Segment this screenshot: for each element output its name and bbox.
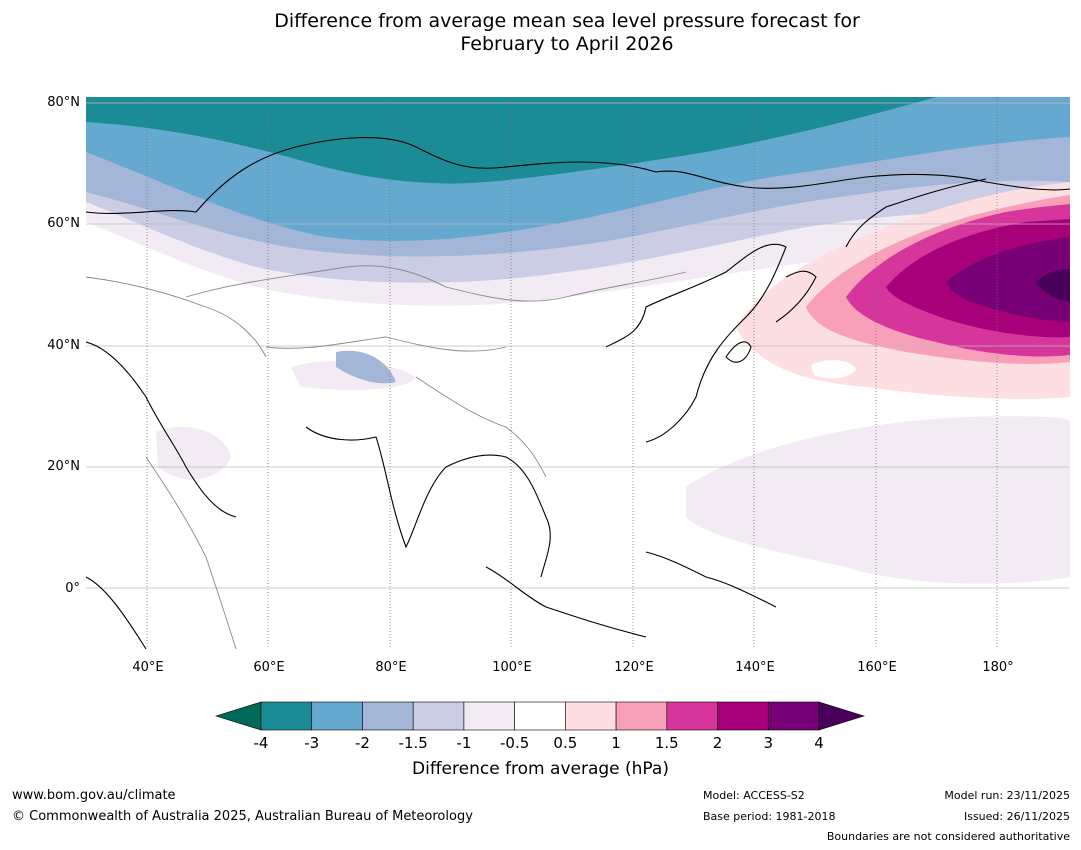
colorbar-over-triangle: [818, 701, 866, 731]
anomaly-patch-pacific: [686, 416, 1070, 584]
anomaly-band-neg-teal: [86, 97, 936, 184]
colorbar-tick-label: 1.5: [654, 734, 679, 752]
colorbar-segment: [615, 701, 668, 731]
lon-label-120e: 120°E: [614, 660, 654, 675]
colorbar-under-triangle: [214, 701, 262, 731]
lon-label-180: 180°: [982, 660, 1014, 675]
anomaly-patch-tibet: [336, 350, 396, 384]
colorbar-tick-label: -0.5: [499, 734, 530, 752]
base-period-text: Base period: 1981-2018: [703, 810, 836, 823]
lat-label-0: 0°: [65, 581, 80, 596]
lon-label-60e: 60°E: [253, 660, 285, 675]
lon-label-140e: 140°E: [735, 660, 775, 675]
colorbar-tick-label: -3: [304, 734, 320, 752]
colorbar-segment: [565, 701, 617, 731]
title-line-1: Difference from average mean sea level p…: [274, 10, 860, 32]
title-line-2: February to April 2026: [460, 33, 674, 55]
colorbar-tick-label: 0.5: [553, 734, 578, 752]
anomaly-band-pos-5: [946, 237, 1070, 322]
map-title: Difference from average mean sea level p…: [0, 10, 1081, 56]
forecast-map: [86, 97, 1070, 649]
anomaly-hole: [811, 360, 856, 379]
colorbar-segment: [412, 701, 465, 731]
website-link[interactable]: www.bom.gov.au/climate: [12, 788, 176, 803]
disclaimer-text: Boundaries are not considered authoritat…: [826, 830, 1070, 843]
model-run-text: Model run: 23/11/2025: [944, 789, 1070, 802]
copyright-text: © Commonwealth of Australia 2025, Austra…: [12, 809, 473, 824]
lat-label-80n: 80°N: [47, 95, 80, 110]
issued-text: Issued: 26/11/2025: [963, 810, 1070, 823]
coastlines: [86, 137, 1070, 649]
lat-label-60n: 60°N: [47, 216, 80, 231]
lon-label-40e: 40°E: [132, 660, 164, 675]
colorbar-tick-label: -1: [456, 734, 472, 752]
colorbar-segment: [717, 701, 769, 731]
colorbar-tick-label: -2: [354, 734, 370, 752]
colorbar-tick-label: 1: [611, 734, 621, 752]
country-borders: [86, 265, 687, 649]
colorbar-label: Difference from average (hPa): [412, 759, 669, 779]
colorbar-segments: [260, 701, 820, 731]
anomaly-patch-arabia: [156, 426, 231, 480]
colorbar-segment: [463, 701, 515, 731]
colorbar-segment: [767, 701, 820, 731]
lon-label-80e: 80°E: [375, 660, 407, 675]
colorbar-tick-label: 4: [814, 734, 824, 752]
colorbar-tick-label: 3: [763, 734, 774, 752]
colorbar-segment: [666, 701, 718, 731]
colorbar-tick-label: -4: [253, 734, 269, 752]
meridians: [146, 97, 998, 649]
colorbar-segment: [260, 701, 313, 731]
colorbar-segment: [514, 701, 566, 731]
colorbar-tick-label: 2: [712, 734, 723, 752]
anomaly-band-pos-6: [1036, 269, 1070, 302]
lat-label-40n: 40°N: [47, 338, 80, 353]
lat-label-20n: 20°N: [47, 459, 80, 474]
graticule: [86, 102, 1070, 589]
colorbar-tick-label: -1.5: [398, 734, 428, 752]
lon-label-100e: 100°E: [492, 660, 532, 675]
model-text: Model: ACCESS-S2: [703, 789, 805, 802]
lon-label-160e: 160°E: [857, 660, 897, 675]
colorbar-segment: [362, 701, 414, 731]
colorbar-segment: [311, 701, 363, 731]
